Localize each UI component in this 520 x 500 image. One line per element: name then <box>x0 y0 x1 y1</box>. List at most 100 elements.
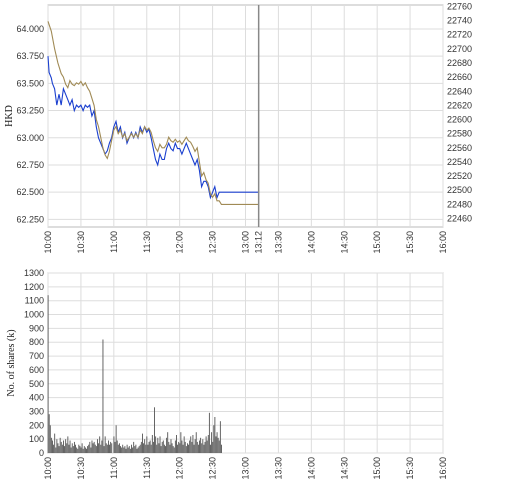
volume-bar <box>110 441 112 453</box>
price-x-tick-label: 13:12 <box>254 231 264 254</box>
volume-bar <box>124 446 126 453</box>
volume-bar <box>211 432 213 453</box>
price-x-tick-label: 10:00 <box>43 231 53 254</box>
volume-x-tick-label: 11:30 <box>142 457 152 479</box>
volume-bar <box>75 444 76 453</box>
volume-bar <box>89 441 91 453</box>
volume-bar <box>109 444 110 453</box>
volume-bar <box>182 444 184 453</box>
volume-y-tick-label: 200 <box>29 420 44 430</box>
price-y-right-tick-label: 22480 <box>447 199 472 209</box>
volume-bar <box>221 444 222 453</box>
price-y-left-tick-label: 63.000 <box>16 133 44 143</box>
price-series <box>47 5 260 227</box>
volume-bar <box>136 448 138 453</box>
volume-bar <box>154 407 155 453</box>
volume-bar <box>127 447 129 453</box>
volume-bar <box>187 443 188 453</box>
price-y-left-tick-label: 63.500 <box>16 78 44 88</box>
volume-y-tick-label: 500 <box>29 379 44 389</box>
volume-bar <box>160 446 162 453</box>
volume-bar <box>205 436 207 453</box>
price-x-tick-label: 13:00 <box>241 231 251 254</box>
volume-bar <box>138 446 140 453</box>
volume-x-tick-label: 12:00 <box>175 457 185 480</box>
volume-x-tick-label: 11:00 <box>109 457 119 479</box>
price-y-right-tick-label: 22740 <box>447 16 472 26</box>
volume-bar <box>139 444 141 453</box>
volume-bar <box>122 444 124 453</box>
volume-bar <box>91 440 93 453</box>
volume-bar <box>204 441 206 453</box>
volume-bar <box>63 440 64 453</box>
volume-bars <box>47 295 222 453</box>
volume-y-tick-label: 1000 <box>24 310 44 320</box>
volume-bar <box>178 441 180 453</box>
volume-bar <box>59 437 61 453</box>
volume-bar <box>146 436 148 453</box>
volume-bar <box>103 446 105 453</box>
volume-bar <box>113 436 115 453</box>
price-y-right-tick-label: 22760 <box>447 1 472 11</box>
volume-bar <box>151 435 153 453</box>
volume-x-tick-label: 13:30 <box>273 457 283 480</box>
volume-bar <box>134 446 136 453</box>
volume-bar <box>125 448 127 453</box>
volume-y-tick-label: 0 <box>39 448 44 458</box>
price-y-left-tick-label: 63.250 <box>16 106 44 116</box>
price-x-tick-label: 11:30 <box>142 231 152 253</box>
volume-bar <box>95 446 97 453</box>
volume-bar <box>108 440 109 453</box>
volume-bar <box>140 441 142 453</box>
volume-bar <box>54 433 56 453</box>
volume-bar <box>174 440 176 453</box>
volume-bar <box>66 443 68 453</box>
volume-bar <box>208 412 210 453</box>
volume-bar <box>65 439 67 453</box>
volume-bar <box>143 443 145 453</box>
price-y-right-tick-label: 22520 <box>447 171 472 181</box>
price-y-right-tick-label: 22620 <box>447 100 472 110</box>
volume-bar <box>147 444 149 453</box>
volume-x-tick-label: 10:30 <box>76 457 86 480</box>
price-chart: 10:00 10:30 11:00 11:30 12:00 12:30 13:00 13:12… <box>4 1 472 253</box>
volume-bar <box>170 439 172 453</box>
volume-y-tick-label: 100 <box>29 434 44 444</box>
volume-bar <box>172 446 174 453</box>
volume-tick-labels: 10:00 10:30 11:00 11:30 12:00 12:30 13:00 13:30… <box>24 268 448 480</box>
volume-bar <box>126 444 128 453</box>
volume-bar <box>203 444 205 453</box>
volume-x-tick-label: 14:00 <box>306 457 316 480</box>
price-y-right-tick-label: 22500 <box>447 185 472 195</box>
price-x-tick-label: 15:30 <box>405 231 415 254</box>
volume-bar <box>190 436 192 453</box>
volume-bar <box>118 443 120 453</box>
volume-bar <box>184 441 186 453</box>
volume-bar <box>201 443 203 453</box>
price-y-left-tick-label: 63.750 <box>16 51 44 61</box>
price-x-tick-label: 11:00 <box>109 231 119 253</box>
volume-bar <box>207 435 209 453</box>
volume-y-tick-label: 1300 <box>24 268 44 278</box>
volume-bar <box>71 443 73 453</box>
volume-bar <box>192 435 194 453</box>
price-tick-labels: 10:00 10:30 11:00 11:30 12:00 12:30 13:00 13:12… <box>16 1 472 253</box>
volume-bar <box>128 446 130 453</box>
volume-bar <box>195 432 197 453</box>
volume-bar <box>212 441 214 453</box>
volume-bar <box>185 446 187 453</box>
volume-bar <box>72 446 74 453</box>
volume-bar <box>93 441 95 453</box>
price-y-left-tick-label: 64.000 <box>16 24 44 34</box>
volume-bar <box>193 444 195 453</box>
volume-bar <box>215 436 217 453</box>
volume-bar <box>133 441 135 453</box>
volume-bar <box>159 436 161 453</box>
volume-x-tick-label: 16:00 <box>438 457 448 480</box>
price-x-tick-label: 15:00 <box>372 231 382 254</box>
volume-bar <box>199 440 200 453</box>
volume-bar <box>56 439 58 453</box>
volume-bar <box>155 436 157 453</box>
price-x-tick-label: 14:00 <box>306 231 316 254</box>
volume-bar <box>171 443 173 453</box>
